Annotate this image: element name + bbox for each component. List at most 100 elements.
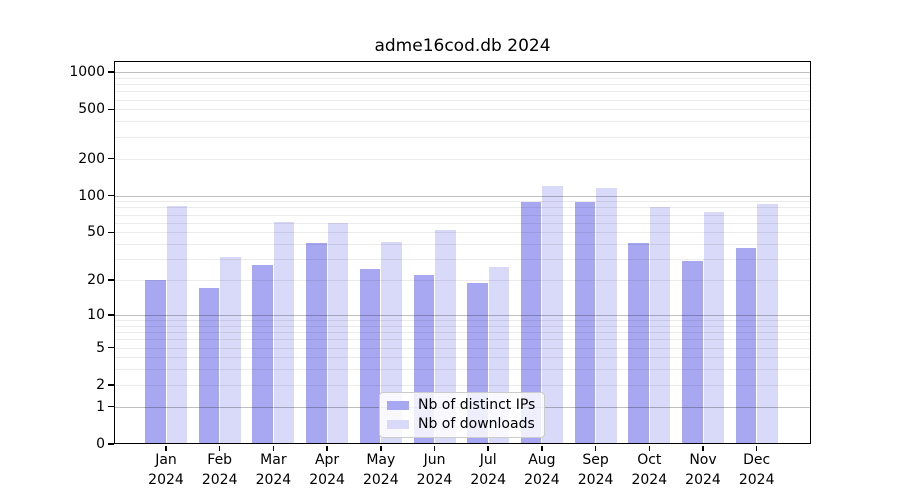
- x-tick-label: May 2024: [350, 451, 412, 490]
- bar-distinct-ips-mar: [252, 264, 273, 444]
- gridline-minor: [114, 325, 811, 327]
- y-tick-mark: [108, 71, 114, 73]
- gridline-minor: [114, 91, 811, 93]
- gridline-minor: [114, 384, 811, 386]
- x-tick-label: Aug 2024: [511, 451, 573, 490]
- gridline-major: [114, 314, 811, 316]
- bar-distinct-ips-apr: [306, 242, 327, 444]
- x-tick-label: Sep 2024: [565, 451, 627, 490]
- bar-downloads-jun: [435, 230, 456, 444]
- y-tick-mark: [108, 157, 114, 160]
- x-tick-year: 2024: [631, 471, 668, 488]
- y-tick-mark: [108, 346, 114, 349]
- x-tick-year: 2024: [201, 471, 238, 488]
- gridline-minor: [114, 339, 811, 341]
- x-tick-month: Nov: [689, 452, 717, 468]
- x-tick-label: Oct 2024: [618, 451, 680, 490]
- gridline-minor: [114, 259, 811, 261]
- x-tick-mark: [755, 445, 758, 451]
- y-tick-label: 50: [87, 224, 105, 241]
- x-tick-month: Apr: [314, 452, 340, 468]
- legend-swatch-downloads: [387, 420, 409, 429]
- x-tick-month: Jul: [479, 452, 497, 468]
- y-tick-mark: [108, 108, 114, 111]
- bar-downloads-mar: [273, 221, 295, 444]
- bar-downloads-jan: [166, 206, 187, 444]
- x-tick-year: 2024: [148, 471, 184, 488]
- gridline-minor: [114, 232, 811, 234]
- gridline-minor: [114, 207, 811, 209]
- bar-distinct-ips-jan: [145, 280, 166, 444]
- x-tick-month: Feb: [207, 452, 233, 468]
- x-tick-mark: [272, 445, 275, 451]
- bar-distinct-ips-feb: [198, 288, 220, 444]
- y-tick-label: 1: [96, 398, 105, 415]
- bar-downloads-dec: [757, 204, 778, 444]
- y-tick-mark: [108, 384, 114, 386]
- x-tick-mark: [648, 445, 651, 451]
- gridline-minor: [114, 222, 811, 224]
- bar-distinct-ips-nov: [682, 260, 703, 444]
- x-tick-label: Nov 2024: [672, 451, 734, 490]
- x-tick-label: Jan 2024: [135, 451, 197, 490]
- y-tick-mark: [108, 194, 114, 197]
- legend-item-distinct-ips: Nb of distinct IPs: [387, 397, 537, 414]
- bar-downloads-feb: [220, 257, 241, 444]
- y-tick-label: 500: [78, 101, 105, 118]
- x-tick-mark: [218, 445, 221, 451]
- gridline-minor: [114, 136, 811, 138]
- y-tick-label: 10: [87, 306, 105, 323]
- y-tick-label: 5: [96, 339, 105, 356]
- gridline-major: [114, 72, 811, 74]
- gridline-minor: [114, 369, 811, 371]
- x-tick-month: Jun: [423, 452, 446, 468]
- gridline-minor: [114, 99, 811, 101]
- gridline-minor: [114, 347, 811, 349]
- bar-downloads-oct: [649, 207, 671, 444]
- legend-label-downloads: Nb of downloads: [418, 416, 535, 432]
- bar-downloads-apr: [327, 222, 349, 444]
- chart-title: adme16cod.db 2024: [374, 36, 551, 56]
- bar-distinct-ips-may: [359, 268, 381, 444]
- x-tick-year: 2024: [416, 471, 453, 488]
- x-tick-year: 2024: [685, 471, 721, 488]
- x-tick-month: May: [366, 452, 396, 468]
- x-tick-month: Dec: [743, 452, 771, 468]
- x-tick-year: 2024: [524, 471, 560, 488]
- x-tick-month: Jan: [155, 452, 177, 468]
- gridline-minor: [114, 158, 811, 160]
- gridline-minor: [114, 84, 811, 86]
- x-tick-label: Feb 2024: [189, 451, 251, 490]
- gridline-major: [114, 195, 811, 197]
- x-tick-label: Dec 2024: [726, 451, 788, 490]
- gridline-minor: [114, 77, 811, 79]
- x-tick-month: Sep: [582, 452, 609, 468]
- gridline-minor: [114, 320, 811, 322]
- y-tick-mark: [108, 314, 114, 316]
- legend-label-distinct-ips: Nb of distinct IPs: [418, 397, 536, 413]
- gridline-minor: [114, 244, 811, 246]
- bar-downloads-aug: [542, 185, 563, 444]
- x-tick-mark: [541, 445, 543, 451]
- x-tick-mark: [433, 445, 436, 451]
- y-tick-label: 20: [87, 272, 105, 289]
- gridline-minor: [114, 121, 811, 123]
- gridline-minor: [114, 332, 811, 334]
- gridline-minor: [114, 214, 811, 216]
- y-tick-label: 2: [96, 376, 105, 393]
- x-tick-mark: [165, 445, 167, 451]
- x-tick-mark: [487, 445, 489, 451]
- y-tick-label: 200: [78, 150, 105, 167]
- bar-distinct-ips-oct: [628, 242, 649, 444]
- x-tick-year: 2024: [738, 471, 775, 488]
- x-tick-mark: [702, 445, 704, 451]
- x-tick-mark: [326, 445, 328, 451]
- gridline-minor: [114, 109, 811, 111]
- y-tick-label: 100: [78, 187, 105, 204]
- y-tick-label: 0: [96, 436, 105, 452]
- legend: Nb of distinct IPs Nb of downloads: [379, 392, 545, 438]
- x-tick-mark: [594, 445, 597, 451]
- y-tick-mark: [108, 443, 114, 445]
- x-tick-mark: [380, 445, 382, 451]
